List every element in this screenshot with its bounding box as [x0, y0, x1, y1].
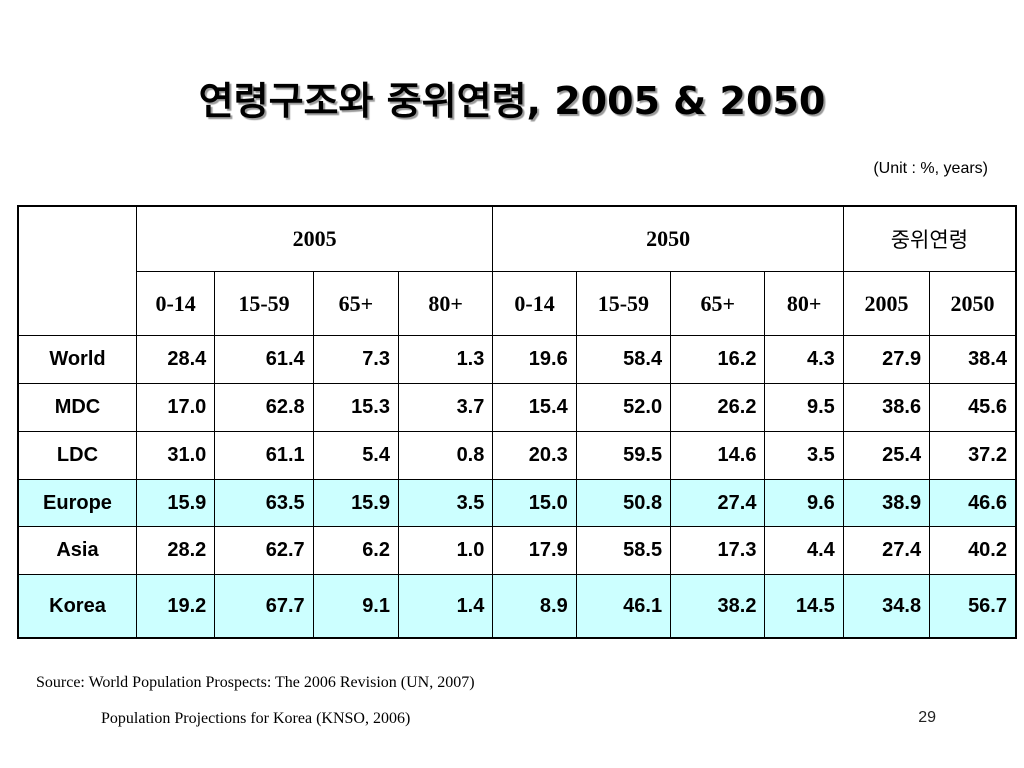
row-label: Korea — [17, 574, 137, 639]
table-cell: 1.0 — [397, 526, 494, 576]
table-row: World 28.4 61.4 7.3 1.3 19.6 58.4 16.2 4.3 27.9 38… — [17, 335, 1017, 384]
sub-header: 2005 — [842, 271, 931, 336]
table-cell: 9.1 — [312, 574, 400, 639]
table-cell: 50.8 — [575, 478, 672, 528]
page-number: 29 — [918, 709, 936, 726]
table-cell: 4.3 — [764, 335, 844, 384]
table-cell: 20.3 — [492, 430, 577, 480]
table-cell: 27.4 — [842, 526, 931, 576]
table-cell: 15.3 — [312, 382, 400, 432]
table-cell: 16.2 — [670, 335, 766, 384]
table-cell: 17.0 — [135, 382, 216, 432]
table-cell: 38.4 — [929, 335, 1017, 384]
table-cell: 1.3 — [397, 335, 494, 384]
table-cell: 1.4 — [397, 574, 494, 639]
table-cell: 8.9 — [492, 574, 577, 639]
table-cell: 17.3 — [670, 526, 766, 576]
table-cell: 26.2 — [670, 382, 766, 432]
table-cell: 19.2 — [135, 574, 216, 639]
table-cell: 62.7 — [214, 526, 314, 576]
table-cell: 9.6 — [764, 478, 844, 528]
sub-header: 0-14 — [492, 271, 577, 336]
table-cell: 6.2 — [312, 526, 400, 576]
table-cell: 37.2 — [929, 430, 1017, 480]
table-cell: 17.9 — [492, 526, 577, 576]
table-cell: 15.0 — [492, 478, 577, 528]
table-cell: 27.9 — [842, 335, 931, 384]
table-row: MDC 17.0 62.8 15.3 3.7 15.4 52.0 26.2 9.5 38.6 45.… — [17, 382, 1017, 432]
table-cell: 19.6 — [492, 335, 577, 384]
sub-header: 2050 — [929, 271, 1017, 336]
row-label: Europe — [17, 478, 137, 528]
table-cell: 3.5 — [397, 478, 494, 528]
table-cell: 40.2 — [929, 526, 1017, 576]
age-structure-table: 2005 2050 중위연령 0-14 15-59 65+ 80+ 0-14 15-59 6… — [17, 205, 1017, 639]
table-cell: 46.6 — [929, 478, 1017, 528]
row-label: World — [17, 335, 137, 384]
table-cell: 3.7 — [397, 382, 494, 432]
table-row: Europe 15.9 63.5 15.9 3.5 15.0 50.8 27.4 9.6 38.9… — [17, 478, 1017, 528]
table-cell: 38.9 — [842, 478, 931, 528]
table-cell: 31.0 — [135, 430, 216, 480]
table-cell: 46.1 — [575, 574, 672, 639]
table-cell: 45.6 — [929, 382, 1017, 432]
table-cell: 15.4 — [492, 382, 577, 432]
group-header-2005: 2005 — [135, 205, 494, 272]
table-cell: 27.4 — [670, 478, 766, 528]
sub-header: 0-14 — [135, 271, 216, 336]
group-header-median-age: 중위연령 — [842, 205, 1017, 272]
sub-header: 65+ — [312, 271, 400, 336]
table-cell: 4.4 — [764, 526, 844, 576]
corner-cell — [17, 205, 137, 336]
table-cell: 67.7 — [214, 574, 314, 639]
table-cell: 15.9 — [312, 478, 400, 528]
table-row: Korea 19.2 67.7 9.1 1.4 8.9 46.1 38.2 14.5 34.8 56… — [17, 574, 1017, 639]
sub-header: 65+ — [670, 271, 766, 336]
table-cell: 52.0 — [575, 382, 672, 432]
table-cell: 63.5 — [214, 478, 314, 528]
source-line-1: Source: World Population Prospects: The … — [36, 674, 475, 691]
table-cell: 9.5 — [764, 382, 844, 432]
table-cell: 14.5 — [764, 574, 844, 639]
sub-header: 80+ — [397, 271, 494, 336]
table-cell: 25.4 — [842, 430, 931, 480]
table-cell: 58.4 — [575, 335, 672, 384]
slide-title: 연령구조와 중위연령, 2005 & 2050 — [198, 79, 826, 123]
table-cell: 62.8 — [214, 382, 314, 432]
group-header-2050: 2050 — [492, 205, 844, 272]
table-cell: 14.6 — [670, 430, 766, 480]
table-cell: 3.5 — [764, 430, 844, 480]
table-cell: 58.5 — [575, 526, 672, 576]
row-label: LDC — [17, 430, 137, 480]
sub-header: 15-59 — [214, 271, 314, 336]
sub-header: 80+ — [764, 271, 844, 336]
table-cell: 59.5 — [575, 430, 672, 480]
source-line-2: Population Projections for Korea (KNSO, … — [101, 710, 411, 727]
table-cell: 56.7 — [929, 574, 1017, 639]
table-cell: 28.4 — [135, 335, 216, 384]
table-cell: 38.6 — [842, 382, 931, 432]
table-cell: 61.4 — [214, 335, 314, 384]
row-label: Asia — [17, 526, 137, 576]
table-cell: 15.9 — [135, 478, 216, 528]
table-cell: 61.1 — [214, 430, 314, 480]
table-row: LDC 31.0 61.1 5.4 0.8 20.3 59.5 14.6 3.5 25.4 37.2 — [17, 430, 1017, 480]
table-cell: 7.3 — [312, 335, 400, 384]
table-cell: 0.8 — [397, 430, 494, 480]
table-cell: 5.4 — [312, 430, 400, 480]
table-cell: 34.8 — [842, 574, 931, 639]
table-cell: 28.2 — [135, 526, 216, 576]
sub-header: 15-59 — [575, 271, 672, 336]
unit-note: (Unit : %, years) — [873, 160, 988, 177]
table-row: Asia 28.2 62.7 6.2 1.0 17.9 58.5 17.3 4.4 27.4 40.… — [17, 526, 1017, 576]
table-cell: 38.2 — [670, 574, 766, 639]
row-label: MDC — [17, 382, 137, 432]
